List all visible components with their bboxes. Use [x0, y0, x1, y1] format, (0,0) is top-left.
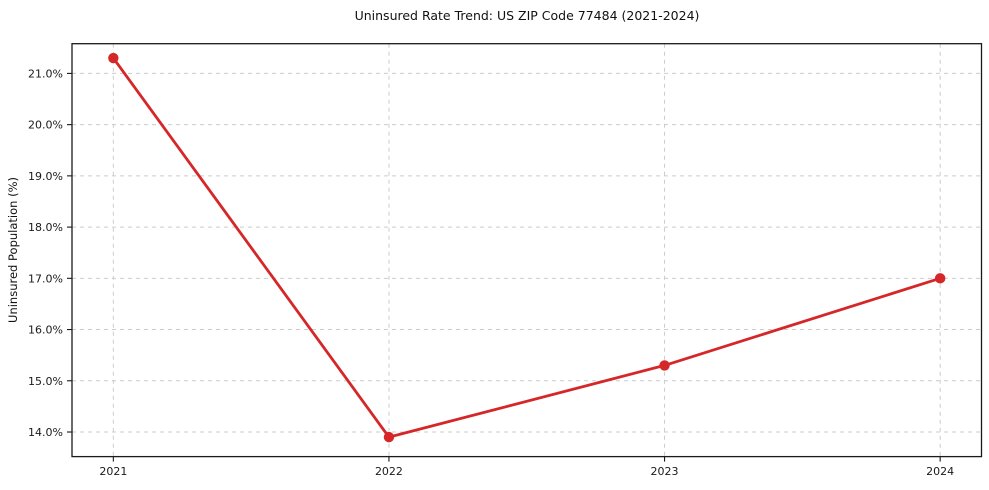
y-tick-label: 17.0% — [28, 272, 63, 285]
chart-title: Uninsured Rate Trend: US ZIP Code 77484 … — [355, 8, 700, 23]
data-point — [383, 431, 395, 443]
plot-border — [71, 43, 983, 458]
y-tick-label: 16.0% — [28, 324, 63, 337]
y-axis-label: Uninsured Population (%) — [6, 177, 20, 323]
y-tick-label: 20.0% — [28, 119, 63, 132]
y-tick-label: 19.0% — [28, 170, 63, 183]
x-tick-label: 2021 — [99, 465, 127, 478]
x-tick-label: 2022 — [375, 465, 403, 478]
x-tick-label: 2024 — [926, 465, 954, 478]
grid-layer — [72, 43, 982, 457]
y-tick-label: 14.0% — [28, 426, 63, 439]
y-tick-label: 18.0% — [28, 221, 63, 234]
data-point — [659, 360, 670, 371]
y-tick-label: 21.0% — [28, 67, 63, 80]
y-tick-label: 15.0% — [28, 375, 63, 388]
series-layer — [108, 52, 946, 443]
data-point — [934, 273, 946, 284]
x-tick-label: 2023 — [651, 465, 679, 478]
axes-layer: 14.0% 15.0% 16.0% 17.0% 18.0% 19.0% 20.0% 21.0%… — [28, 43, 983, 478]
trend-line — [111, 56, 942, 439]
data-point — [108, 52, 119, 64]
